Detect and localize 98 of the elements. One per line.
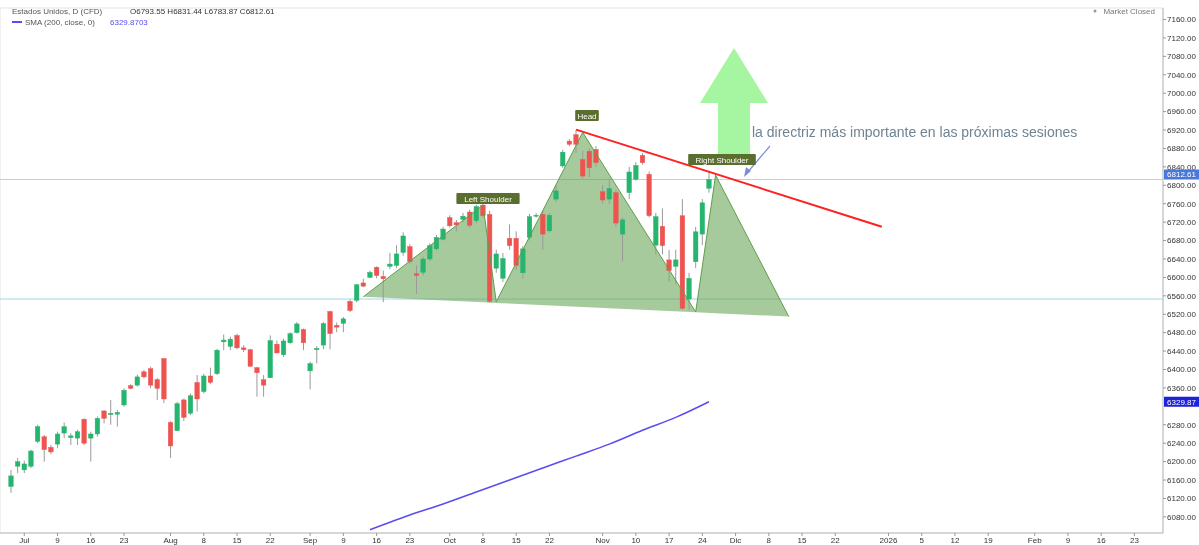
annotation: O6793.55 H6831.44 L6783.87 C6812.61 <box>130 7 276 16</box>
y-tick-label: 6600.00 <box>1167 273 1197 283</box>
x-tick-label: 8 <box>201 536 207 545</box>
x-tick-label: Jul <box>19 536 30 545</box>
candlestick <box>380 270 386 303</box>
x-tick-label: 9 <box>1065 536 1071 545</box>
x-tick-label: 23 <box>119 536 129 545</box>
annotation: Left Shoulder <box>464 194 513 204</box>
y-tick-label: 7120.00 <box>1167 33 1197 43</box>
candlestick <box>168 420 174 459</box>
x-tick-label: 15 <box>232 536 243 545</box>
y-tick-label: 6840.00 <box>1167 162 1197 172</box>
candlestick <box>194 374 200 412</box>
y-tick-label: 6440.00 <box>1167 346 1197 356</box>
x-tick-label: 22 <box>544 536 555 545</box>
annotation: 6329.8703 <box>110 18 149 27</box>
x-tick-label: 16 <box>86 536 96 545</box>
candlestick <box>254 366 260 398</box>
x-tick-label: 17 <box>664 536 675 545</box>
x-tick-label: 22 <box>265 536 276 545</box>
candlestick <box>214 348 220 376</box>
y-tick-label: 6880.00 <box>1167 144 1197 154</box>
x-tick-label: Aug <box>163 536 178 545</box>
candlestick <box>407 243 413 265</box>
y-tick-label: 6280.00 <box>1167 420 1197 430</box>
chart-title: Estados Unidos, D (CFD) <box>12 7 103 16</box>
x-tick-label: 23 <box>405 536 415 545</box>
y-tick-label: 6920.00 <box>1167 125 1197 135</box>
candlestick <box>600 184 606 205</box>
y-tick-label: 7080.00 <box>1167 52 1197 62</box>
y-tick-label: 7040.00 <box>1167 70 1197 80</box>
x-tick-label: 2026 <box>879 536 898 545</box>
y-tick-label: 6400.00 <box>1167 365 1197 375</box>
x-tick-label: 12 <box>950 536 960 545</box>
candlestick <box>121 387 127 408</box>
y-tick-label: 6240.00 <box>1167 439 1197 448</box>
candlestick <box>320 321 326 350</box>
x-tick-label: Oct <box>443 536 457 545</box>
y-tick-label: 7160.00 <box>1167 15 1197 25</box>
x-tick-label: 19 <box>983 536 994 545</box>
x-tick-label: Sep <box>303 536 318 545</box>
y-tick-label: 6360.00 <box>1167 383 1197 393</box>
annotation: Head <box>577 111 597 121</box>
x-tick-label: 15 <box>511 536 522 545</box>
legend-label: SMA (200, close, 0) <box>25 18 96 27</box>
candlestick <box>546 212 552 234</box>
y-tick-label: 6160.00 <box>1167 475 1197 485</box>
text: 6329.87 <box>1167 397 1197 407</box>
x-tick-label: 24 <box>697 536 708 545</box>
x-tick-label: 23 <box>1129 536 1140 545</box>
x-tick-label: 16 <box>1096 536 1107 545</box>
candlestick <box>81 417 87 446</box>
x-tick-label: 8 <box>480 536 486 545</box>
candlestick <box>620 217 626 262</box>
candlestick <box>307 361 313 390</box>
candlestick <box>659 207 665 255</box>
y-tick-label: 6560.00 <box>1167 291 1197 301</box>
candlestick <box>261 374 267 398</box>
candlestick <box>540 210 546 251</box>
x-tick-label: Nov <box>595 536 610 545</box>
y-tick-label: 6720.00 <box>1167 217 1197 227</box>
candlestick <box>666 249 672 283</box>
x-tick-label: Feb <box>1027 536 1043 545</box>
candlestick <box>606 177 612 205</box>
x-tick-label: 8 <box>766 536 772 545</box>
candlestick <box>413 264 419 295</box>
x-tick-label: 9 <box>55 536 61 545</box>
candlestick <box>400 231 406 257</box>
candlestick <box>673 249 679 285</box>
y-tick-label: 6680.00 <box>1167 236 1197 246</box>
y-tick-label: 6760.00 <box>1167 199 1197 209</box>
y-tick-label: 6800.00 <box>1167 181 1197 191</box>
y-tick-label: 6520.00 <box>1167 310 1197 320</box>
y-tick-label: 6080.00 <box>1167 512 1197 522</box>
candlestick <box>8 469 14 494</box>
x-tick-label: 10 <box>631 536 641 545</box>
line-series <box>369 401 710 531</box>
x-tick-label: 16 <box>372 536 382 545</box>
y-tick-label: 6120.00 <box>1167 494 1197 504</box>
x-tick-label: 5 <box>919 536 925 545</box>
ref-line-label: 6812.61 <box>1167 170 1197 180</box>
y-tick-label: 6200.00 <box>1167 457 1197 467</box>
candlestick <box>35 424 41 444</box>
x-tick-label: 22 <box>830 536 841 545</box>
annotation: Market Closed <box>1103 7 1155 16</box>
candlestick <box>520 245 526 279</box>
annotation: Right Shoulder <box>695 155 749 165</box>
x-tick-label: 15 <box>797 536 808 545</box>
y-tick-label: 6640.00 <box>1167 254 1197 264</box>
y-tick-label: 6960.00 <box>1167 107 1197 117</box>
candlestick <box>201 373 207 394</box>
x-tick-label: 9 <box>341 536 347 545</box>
candlestick <box>187 392 193 416</box>
y-tick-label: 7000.00 <box>1167 89 1197 98</box>
candlestick <box>686 272 692 311</box>
annotation: la directriz más importante en las próximas sesiones <box>752 124 1078 140</box>
y-tick-label: 6480.00 <box>1167 328 1197 338</box>
x-tick-label: Dic <box>729 536 742 545</box>
